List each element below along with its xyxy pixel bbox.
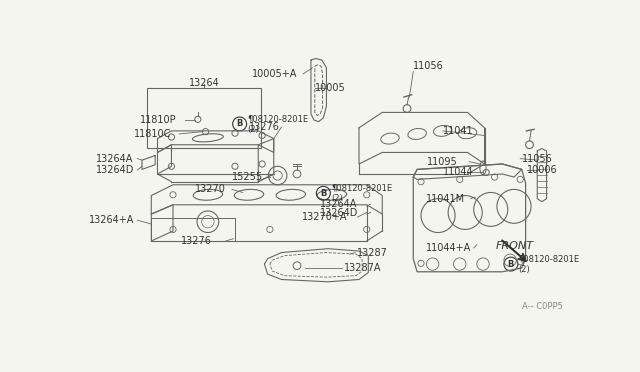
Text: 13264D: 13264D (95, 165, 134, 175)
Text: B: B (508, 260, 514, 269)
Text: 13264+A: 13264+A (90, 215, 134, 225)
Text: 11044+A: 11044+A (426, 243, 471, 253)
Text: 11810C: 11810C (134, 129, 172, 139)
Text: 13264A: 13264A (95, 154, 133, 164)
Text: 11056: 11056 (413, 61, 444, 71)
Text: A-- C0PP5: A-- C0PP5 (522, 302, 563, 311)
Text: 11095: 11095 (428, 157, 458, 167)
Text: 13287A: 13287A (344, 263, 381, 273)
Text: 13276: 13276 (180, 236, 212, 246)
Text: B: B (320, 189, 326, 198)
Text: 13276: 13276 (249, 122, 280, 132)
Text: ¶08120-8201E
(2): ¶08120-8201E (2) (331, 183, 392, 203)
Text: 11044: 11044 (443, 167, 474, 177)
Text: B: B (236, 119, 243, 128)
Text: 13287: 13287 (358, 247, 388, 257)
Text: 11041M: 11041M (426, 194, 465, 203)
Text: ¶08120-8201E
(2): ¶08120-8201E (2) (248, 114, 308, 134)
Text: ¶08120-8201E
(2): ¶08120-8201E (2) (518, 254, 580, 274)
Text: 13264A: 13264A (320, 199, 358, 209)
Text: 10005: 10005 (315, 83, 346, 93)
Text: 10005+A: 10005+A (252, 69, 298, 79)
Text: 11056: 11056 (522, 154, 552, 164)
Text: 13264: 13264 (189, 78, 220, 88)
Text: 13270: 13270 (195, 185, 225, 195)
Bar (147, 88, 260, 148)
Text: 15255: 15255 (232, 172, 263, 182)
Text: FRONT: FRONT (496, 241, 534, 251)
Text: 11810P: 11810P (140, 115, 177, 125)
Text: 11041: 11041 (443, 126, 474, 136)
Text: 10006: 10006 (527, 165, 558, 175)
Text: 13270+A: 13270+A (301, 212, 347, 222)
Text: 13264D: 13264D (320, 208, 358, 218)
